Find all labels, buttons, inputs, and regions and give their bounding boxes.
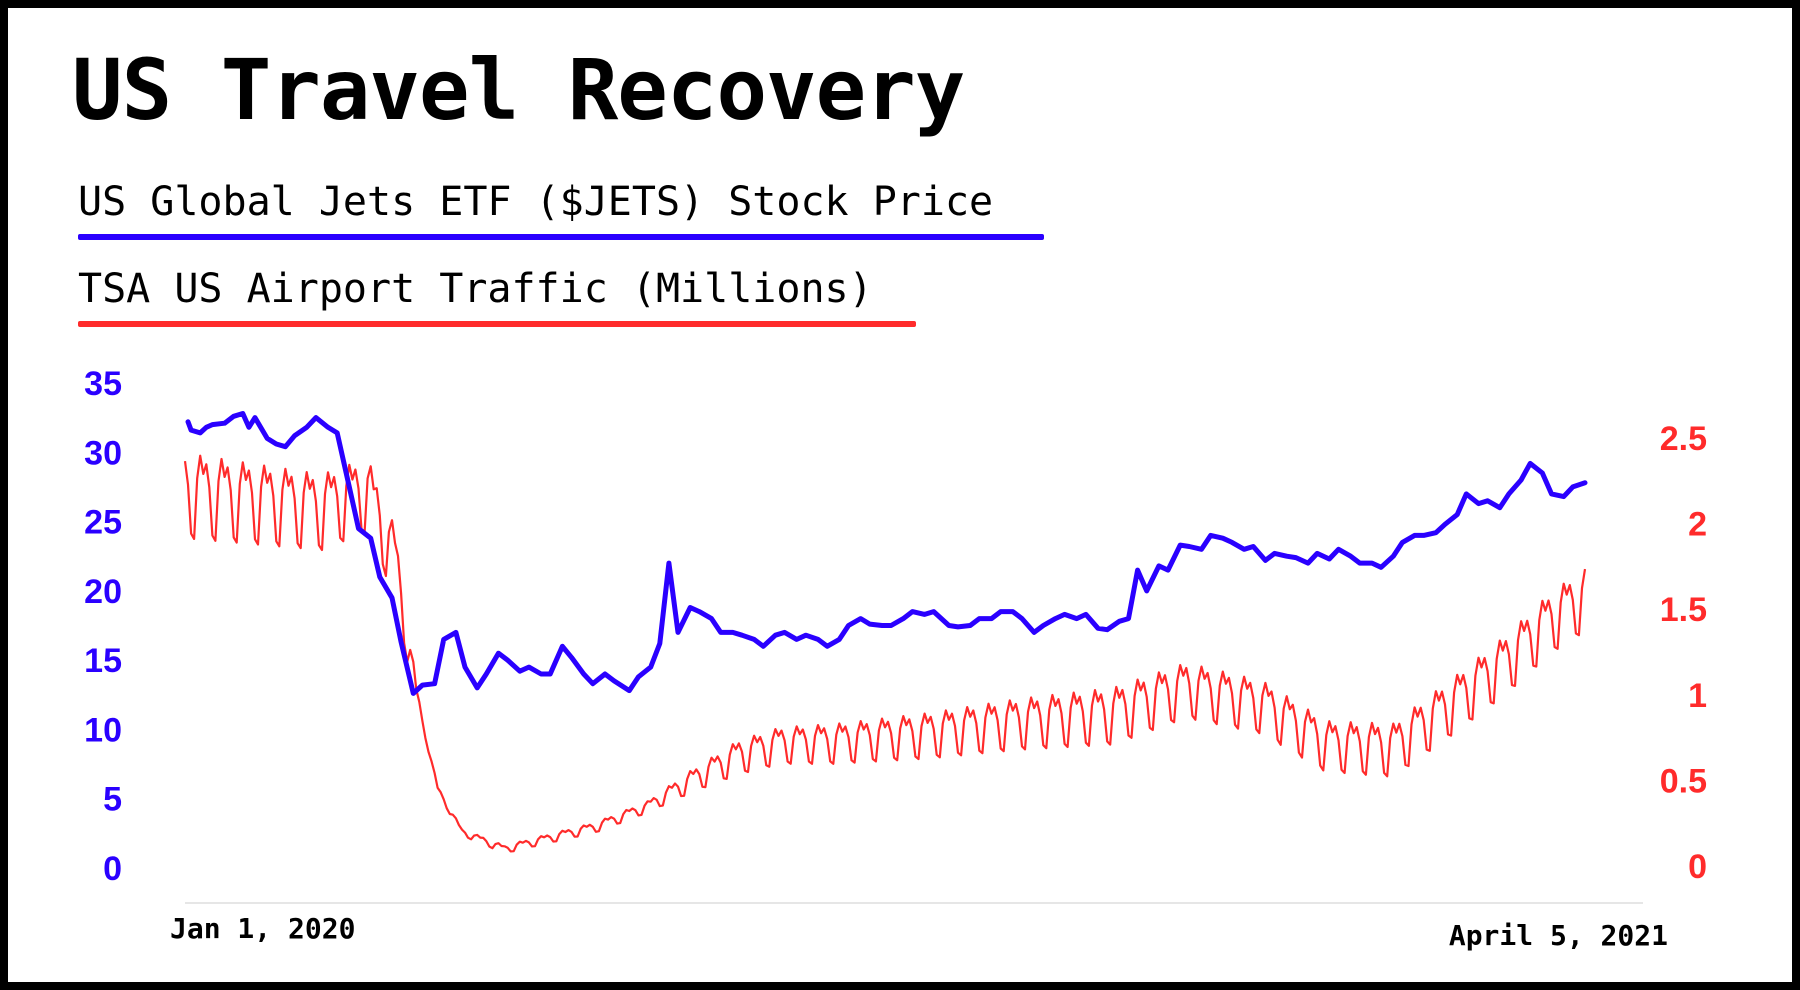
legend-swatch-jets: [78, 234, 1044, 240]
y-left-tick-label: 5: [103, 781, 122, 819]
y-left-tick-label: 35: [84, 365, 122, 403]
y-right-tick-label: 1: [1688, 677, 1707, 715]
y-right-tick-label: 0.5: [1660, 762, 1707, 800]
legend-item-jets: US Global Jets ETF ($JETS) Stock Price: [78, 182, 1044, 240]
y-left-tick-label: 25: [84, 504, 122, 542]
y-left-tick-label: 0: [103, 850, 122, 888]
y-left-tick-label: 20: [84, 573, 122, 611]
y-left-tick-label: 10: [84, 711, 122, 749]
x-start-label: Jan 1, 2020: [170, 912, 355, 945]
legend-item-tsa: TSA US Airport Traffic (Millions): [78, 269, 916, 327]
y-right-tick-label: 2: [1688, 506, 1707, 544]
y-left-tick-label: 30: [84, 434, 122, 472]
series-line-jets-price: [185, 411, 1588, 696]
y-right-tick-label: 1.5: [1660, 591, 1707, 629]
y-right-tick-label: 2.5: [1660, 420, 1707, 458]
y-right-tick-label: 0: [1688, 848, 1707, 886]
y-left-tick-label: 15: [84, 642, 122, 680]
x-end-label: April 5, 2021: [1449, 919, 1668, 952]
series-line-tsa-traffic: [183, 454, 1587, 853]
chart-title: US Travel Recovery: [72, 41, 965, 139]
legend-label-jets: US Global Jets ETF ($JETS) Stock Price: [78, 179, 994, 225]
legend-swatch-tsa: [78, 321, 916, 327]
legend-label-tsa: TSA US Airport Traffic (Millions): [78, 266, 873, 312]
